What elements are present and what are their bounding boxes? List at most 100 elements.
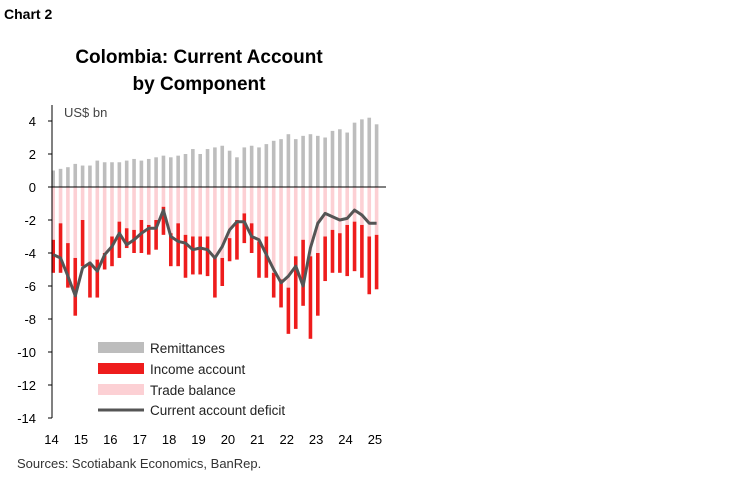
income-account-bar: [301, 239, 305, 306]
trade-balance-bar: [301, 187, 305, 240]
income-account-bar: [198, 236, 202, 275]
x-axis-ticks: 14 15 16 17 18 19 20 21 22 23 24 25: [44, 432, 382, 447]
chart-title: Colombia: Current Account by Component: [58, 44, 340, 98]
remittances-bar: [227, 150, 232, 187]
trade-balance-bar: [220, 187, 225, 258]
trade-balance-bar: [102, 187, 107, 253]
income-account-bar: [271, 272, 276, 298]
remittances-bar: [301, 135, 305, 187]
trade-balance-bar: [338, 187, 342, 234]
income-account-bar: [95, 259, 100, 298]
y-axis-ticks: 4 2 0 -2 -4 -6 -8 -10 -12 -14: [17, 114, 52, 426]
trade-balance-bar: [183, 187, 188, 235]
x-tick-label: 18: [162, 432, 176, 447]
legend-swatch-remittances: [98, 342, 144, 353]
remittances-bar: [132, 158, 136, 187]
income-account-bar: [227, 238, 232, 262]
income-account-bar: [330, 229, 335, 273]
remittances-bar: [345, 132, 349, 187]
remittances-bar: [80, 165, 85, 187]
income-account-bar: [110, 236, 114, 267]
trade-balance-bar: [249, 187, 254, 224]
x-tick-label: 22: [279, 432, 293, 447]
trade-balance-bar: [293, 187, 298, 257]
income-account-bar: [58, 223, 63, 273]
remittances-bar: [374, 124, 379, 187]
y-tick-label: -4: [24, 246, 36, 261]
remittances-bar: [183, 154, 188, 187]
trade-balance-bar: [271, 187, 276, 273]
current-account-deficit-line: [52, 208, 377, 298]
trade-balance-bar: [88, 187, 92, 265]
trade-balance-bar: [242, 187, 247, 214]
legend: Remittances Income account Trade balance…: [98, 341, 285, 418]
remittances-bar: [213, 147, 217, 187]
trade-balance-bar: [323, 187, 327, 237]
chart-title-line-2: by Component: [132, 74, 266, 95]
x-tick-label: 24: [338, 432, 352, 447]
remittances-bar: [198, 154, 202, 187]
trade-balance-bar: [73, 187, 78, 258]
legend-swatch-trade-balance: [98, 384, 144, 395]
trade-balance-bar: [117, 187, 122, 222]
unit-label: US$ bn: [64, 105, 107, 120]
x-tick-label: 20: [221, 432, 235, 447]
y-tick-label: -14: [17, 411, 36, 426]
remittances-bar: [205, 149, 210, 187]
trade-balance-bar: [95, 187, 100, 260]
remittances-bar: [235, 157, 239, 187]
remittances-bar: [249, 145, 254, 187]
legend-label-current-account-deficit: Current account deficit: [150, 403, 285, 418]
remittances-bar: [271, 140, 276, 187]
income-account-bar: [169, 233, 173, 267]
y-tick-label: -6: [24, 279, 36, 294]
income-account-bar: [360, 224, 364, 278]
income-account-bar: [102, 253, 107, 270]
income-account-bar: [66, 243, 70, 288]
y-tick-label: -8: [24, 312, 36, 327]
income-account-bar: [338, 233, 342, 273]
remittances-bar: [308, 134, 313, 187]
remittances-bar: [124, 160, 129, 187]
income-account-bar: [205, 236, 210, 277]
chart-number-label: Chart 2: [4, 6, 53, 22]
x-tick-label: 25: [368, 432, 382, 447]
remittances-bar: [264, 144, 269, 187]
remittances-bar: [51, 170, 55, 187]
remittances-bar: [176, 155, 180, 187]
income-account-bar: [345, 224, 349, 277]
y-tick-label: -2: [24, 213, 36, 228]
y-tick-label: 2: [29, 147, 36, 162]
y-tick-label: -12: [17, 378, 36, 393]
x-tick-label: 23: [309, 432, 323, 447]
income-account-bars: [51, 206, 379, 339]
income-account-bar: [146, 224, 151, 255]
income-account-bar: [323, 236, 327, 282]
income-account-bar: [286, 287, 291, 334]
remittances-bar: [154, 157, 158, 187]
remittances-bar: [73, 163, 78, 187]
source-note: Sources: Scotiabank Economics, BanRep.: [17, 456, 262, 471]
trade-balance-bar: [139, 187, 144, 220]
remittances-bar: [88, 165, 92, 187]
income-account-bar: [73, 257, 78, 316]
income-account-bar: [139, 220, 144, 253]
legend-swatch-income-account: [98, 363, 144, 374]
x-tick-label: 21: [250, 432, 264, 447]
trade-balance-bars: [51, 187, 379, 288]
trade-balance-bar: [227, 187, 232, 239]
x-tick-label: 16: [103, 432, 117, 447]
remittances-bar: [338, 129, 342, 187]
remittances-bar: [257, 147, 261, 187]
trade-balance-bar: [110, 187, 114, 237]
income-account-bar: [88, 264, 92, 298]
trade-balance-bar: [257, 187, 261, 242]
income-account-bar: [154, 220, 158, 250]
trade-balance-bar: [330, 187, 335, 230]
trade-balance-bar: [80, 187, 85, 220]
trade-balance-bar: [316, 187, 320, 253]
x-tick-label: 15: [74, 432, 88, 447]
x-tick-label: 19: [191, 432, 205, 447]
y-tick-label: 0: [29, 180, 36, 195]
